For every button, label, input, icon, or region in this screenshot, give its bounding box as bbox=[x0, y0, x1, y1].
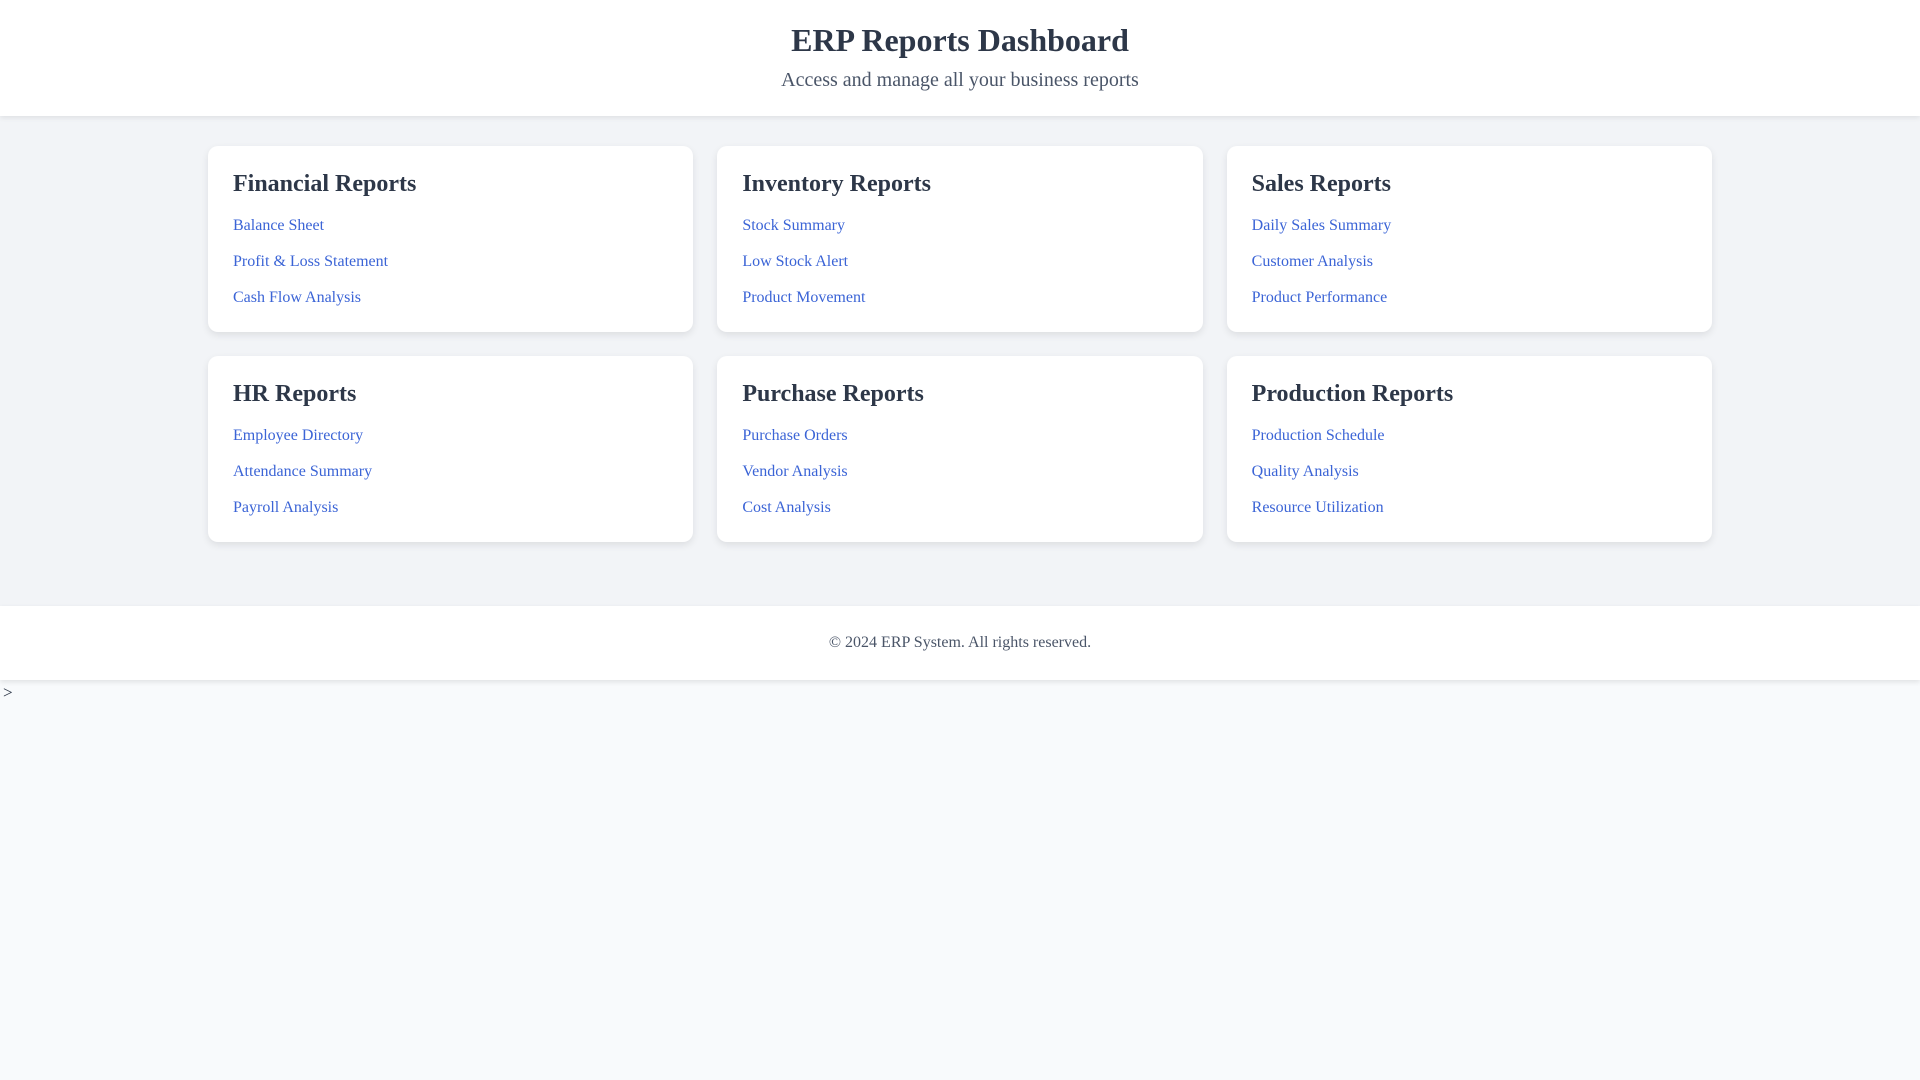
report-link-stock-summary[interactable]: Stock Summary bbox=[742, 217, 845, 234]
report-link-balance-sheet[interactable]: Balance Sheet bbox=[233, 217, 325, 234]
report-link-employee-directory[interactable]: Employee Directory bbox=[233, 427, 364, 444]
report-card-production: Production Reports Production Schedule Q… bbox=[1226, 356, 1712, 542]
card-title-purchase: Purchase Reports bbox=[742, 381, 924, 407]
page-title: ERP Reports Dashboard bbox=[791, 22, 1129, 58]
report-link-cost-analysis[interactable]: Cost Analysis bbox=[742, 499, 831, 516]
report-link-resource-utilization[interactable]: Resource Utilization bbox=[1251, 499, 1384, 516]
report-card-hr: HR Reports Employee Directory Attendance… bbox=[208, 356, 694, 542]
report-link-daily-sales-summary[interactable]: Daily Sales Summary bbox=[1251, 217, 1392, 234]
copyright-text: © 2024 ERP System. All rights reserved. bbox=[828, 634, 1092, 651]
report-card-inventory: Inventory Reports Stock Summary Low Stoc… bbox=[717, 146, 1203, 332]
report-link-payroll-analysis[interactable]: Payroll Analysis bbox=[233, 499, 339, 516]
report-link-attendance-summary[interactable]: Attendance Summary bbox=[233, 463, 373, 480]
report-link-product-performance[interactable]: Product Performance bbox=[1251, 289, 1388, 306]
card-title-hr: HR Reports bbox=[233, 381, 357, 407]
report-link-cash-flow-analysis[interactable]: Cash Flow Analysis bbox=[233, 289, 362, 306]
card-title-sales: Sales Reports bbox=[1251, 171, 1391, 197]
page-subtitle: Access and manage all your business repo… bbox=[781, 69, 1139, 91]
report-link-profit-loss-statement[interactable]: Profit & Loss Statement bbox=[233, 253, 389, 270]
card-title-production: Production Reports bbox=[1251, 381, 1454, 407]
report-link-production-schedule[interactable]: Production Schedule bbox=[1251, 427, 1385, 444]
report-link-vendor-analysis[interactable]: Vendor Analysis bbox=[742, 463, 848, 480]
report-link-quality-analysis[interactable]: Quality Analysis bbox=[1251, 463, 1359, 480]
report-card-financial: Financial Reports Balance Sheet Profit &… bbox=[208, 146, 694, 332]
report-link-customer-analysis[interactable]: Customer Analysis bbox=[1251, 253, 1373, 270]
page-header: ERP Reports Dashboard Access and manage … bbox=[0, 0, 1920, 116]
reports-section: Financial Reports Balance Sheet Profit &… bbox=[0, 116, 1920, 606]
report-link-purchase-orders[interactable]: Purchase Orders bbox=[742, 427, 848, 444]
reports-grid: Financial Reports Balance Sheet Profit &… bbox=[208, 146, 1712, 542]
page-footer: © 2024 ERP System. All rights reserved. bbox=[0, 606, 1920, 680]
report-link-low-stock-alert[interactable]: Low Stock Alert bbox=[742, 253, 849, 270]
report-card-sales: Sales Reports Daily Sales Summary Custom… bbox=[1226, 146, 1712, 332]
stray-character: > bbox=[3, 683, 13, 702]
report-card-purchase: Purchase Reports Purchase Orders Vendor … bbox=[717, 356, 1203, 542]
report-link-product-movement[interactable]: Product Movement bbox=[742, 289, 866, 306]
card-title-financial: Financial Reports bbox=[233, 171, 417, 197]
card-title-inventory: Inventory Reports bbox=[742, 171, 931, 197]
